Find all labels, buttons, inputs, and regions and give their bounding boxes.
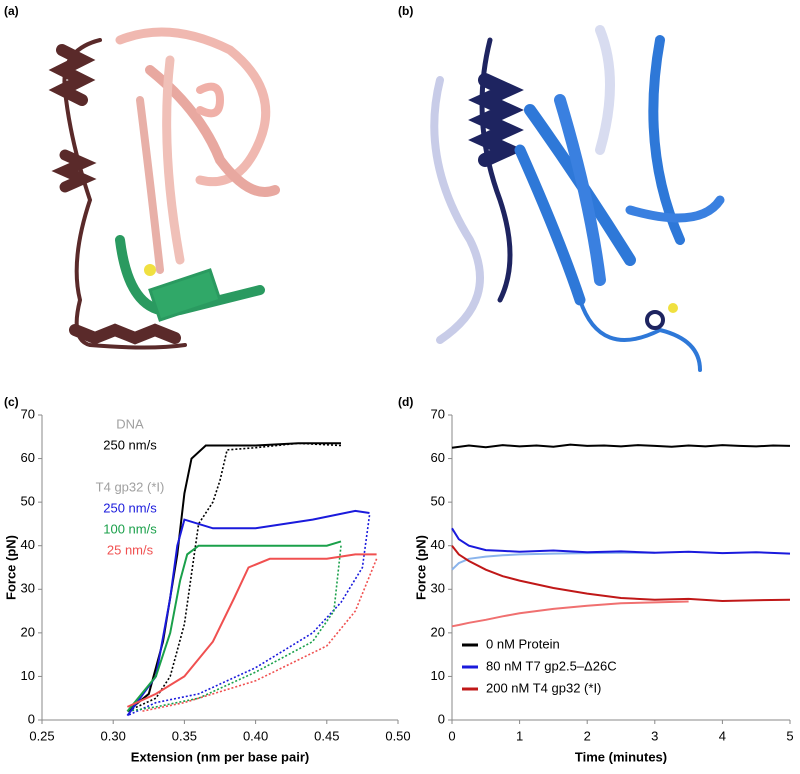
series-line <box>451 443 791 449</box>
legend-label: 25 nm/s <box>107 542 154 557</box>
legend-label: 100 nm/s <box>103 521 157 536</box>
y-tick-label: 30 <box>21 581 35 596</box>
release-line <box>127 515 371 717</box>
x-tick-label: 2 <box>584 728 591 743</box>
x-tick-label: 0.30 <box>101 728 126 743</box>
x-axis-title: Extension (nm per base pair) <box>131 749 309 764</box>
y-tick-label: 0 <box>438 711 445 726</box>
series-line <box>451 527 791 555</box>
legend-label: 250 nm/s <box>103 437 157 452</box>
x-tick-label: 5 <box>786 728 793 743</box>
y-tick-label: 70 <box>431 406 445 421</box>
release-line <box>451 600 689 628</box>
y-tick-label: 70 <box>21 406 35 421</box>
series-line <box>126 442 341 713</box>
y-tick-label: 50 <box>431 494 445 509</box>
series-line <box>126 540 342 712</box>
panel-label: (c) <box>4 395 19 409</box>
y-tick-label: 20 <box>21 624 35 639</box>
protein-structure-a <box>48 27 280 350</box>
y-tick-label: 10 <box>21 668 35 683</box>
series-line <box>451 545 791 603</box>
x-tick-label: 4 <box>719 728 726 743</box>
x-tick-label: 0 <box>448 728 455 743</box>
legend-label: 0 nM Protein <box>486 636 560 651</box>
x-tick-label: 3 <box>651 728 658 743</box>
legend-label: 200 nM T4 gp32 (*I) <box>486 680 601 695</box>
x-axis-title: Time (minutes) <box>575 749 667 764</box>
x-tick-label: 0.35 <box>172 728 197 743</box>
annotation: DNA <box>116 416 144 431</box>
y-tick-label: 20 <box>431 624 445 639</box>
x-tick-label: 0.45 <box>314 728 339 743</box>
y-tick-label: 40 <box>431 537 445 552</box>
panel-label: (d) <box>398 395 413 409</box>
x-tick-label: 0.50 <box>385 728 410 743</box>
legend-label: 250 nm/s <box>103 500 157 515</box>
legend-label: 80 nM T7 gp2.5–Δ26C <box>486 658 617 673</box>
y-tick-label: 50 <box>21 494 35 509</box>
release-line <box>127 545 342 713</box>
panel-label: (b) <box>398 4 413 18</box>
x-tick-label: 0.40 <box>243 728 268 743</box>
x-tick-label: 1 <box>516 728 523 743</box>
series-line <box>126 553 377 708</box>
y-tick-label: 60 <box>21 450 35 465</box>
y-tick-label: 0 <box>28 711 35 726</box>
series-line <box>126 509 370 717</box>
y-tick-label: 10 <box>431 668 445 683</box>
release-line <box>141 558 378 713</box>
y-axis-title: Force (pN) <box>3 535 18 600</box>
y-tick-label: 40 <box>21 537 35 552</box>
y-axis-title: Force (pN) <box>413 535 428 600</box>
annotation: T4 gp32 (*I) <box>96 479 165 494</box>
y-tick-label: 30 <box>431 581 445 596</box>
panel-label: (a) <box>4 4 19 18</box>
y-tick-label: 60 <box>431 450 445 465</box>
release-line <box>127 442 342 713</box>
protein-structure-b <box>430 25 725 372</box>
x-tick-label: 0.25 <box>29 728 54 743</box>
release-line <box>451 551 655 571</box>
